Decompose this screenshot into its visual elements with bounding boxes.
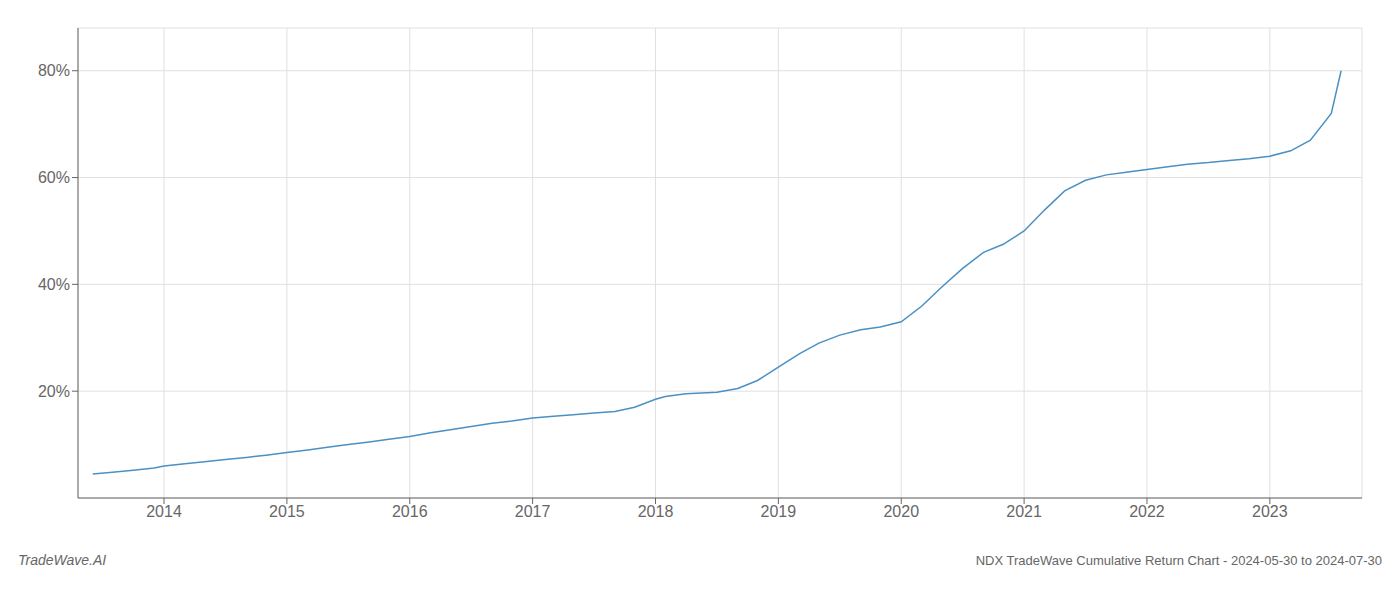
svg-text:2019: 2019 [761, 503, 797, 520]
svg-text:2023: 2023 [1252, 503, 1288, 520]
svg-text:40%: 40% [38, 276, 70, 293]
html-text:NDX TradeWave Cumulative Retur: NDX TradeWave Cumulative Return Chart - … [975, 553, 1382, 568]
svg-text:2020: 2020 [883, 503, 919, 520]
svg-text:2016: 2016 [392, 503, 428, 520]
html-text:TradeWave.AI: TradeWave.AI [18, 552, 107, 568]
svg-text:60%: 60% [38, 169, 70, 186]
svg-text:20%: 20% [38, 383, 70, 400]
svg-text:80%: 80% [38, 62, 70, 79]
svg-text:2017: 2017 [515, 503, 551, 520]
svg-text:2021: 2021 [1006, 503, 1042, 520]
svg-text:2022: 2022 [1129, 503, 1165, 520]
svg-text:2015: 2015 [269, 503, 305, 520]
svg-text:2018: 2018 [638, 503, 674, 520]
svg-text:2014: 2014 [146, 503, 182, 520]
